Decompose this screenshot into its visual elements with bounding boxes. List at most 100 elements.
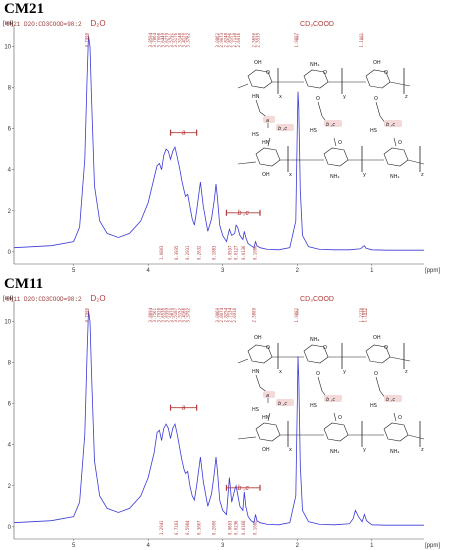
peak-value: 3.6538	[161, 307, 166, 322]
hydroxyl-label: OH	[373, 60, 381, 66]
integral-value: 0.3935	[174, 245, 179, 260]
x-tick-label: 1	[370, 543, 374, 549]
amide-nh-label: HN	[262, 415, 270, 421]
bracket-a: a	[169, 129, 198, 137]
y-tick-label: 10	[4, 44, 11, 50]
acid-label: CD₃COOD	[300, 296, 334, 303]
integral-value: 0.0127	[234, 245, 239, 260]
hydroxyl-label: OH	[254, 60, 262, 66]
repeat-y: y	[343, 369, 346, 375]
peak-value: 3.7561	[152, 307, 157, 322]
y-tick-label: 0	[8, 525, 12, 531]
integral-value: 0.1086	[252, 245, 257, 260]
side-chain-bond	[333, 137, 337, 147]
label-bc: b ,c	[326, 397, 335, 403]
peak-value: 3.5152	[177, 307, 182, 322]
x-tick-label: 4	[147, 543, 151, 549]
peak-value: 2.6916	[232, 307, 237, 322]
peak-value: 3.5187	[173, 307, 178, 322]
y-tick-label: 4	[8, 168, 12, 174]
repeat-x: x	[279, 369, 282, 375]
x-tick-label: 3	[221, 268, 225, 274]
glucosamine-ring	[383, 147, 409, 167]
integral-value: 0.0603	[228, 520, 233, 535]
integral-value: 0.7163	[174, 520, 179, 535]
solvent-label: D₂O	[91, 294, 106, 303]
thiol-label: HS	[370, 128, 377, 134]
hydroxyl-label: OH	[262, 447, 270, 453]
ester-o-label: O	[316, 96, 320, 102]
thiol-label: HS	[310, 403, 317, 409]
peak-value: 1.1072	[363, 307, 368, 322]
y-tick-label: 6	[8, 402, 12, 408]
thiol-label: HS	[370, 403, 377, 409]
peak-value: 2.8254	[223, 307, 228, 322]
y-tick-label: 8	[8, 86, 12, 92]
amide-nh-label: HN	[252, 369, 260, 375]
glucosamine-ring	[383, 422, 409, 442]
oxygen-label: O	[323, 70, 327, 76]
ester-o-label: O	[398, 140, 402, 146]
spectrum-header: CM11 D2O:CD3COOD=98:2	[6, 296, 82, 303]
highlight-bc	[276, 124, 294, 131]
spectrum-line	[13, 311, 424, 526]
glucosamine-ring	[255, 422, 281, 442]
integral-value: 1.0803	[159, 245, 164, 260]
bracket-label: a	[182, 405, 186, 412]
peak-value: 2.8074	[219, 307, 224, 322]
ester-o-label: O	[374, 371, 378, 377]
nmr-spectrum-svg: 0 2 4 6 8 10 [rel] 5 4 3 2 1 [ppm] 4.7990 1.9882 3.8894…	[3, 294, 440, 549]
amine-label: NH₂	[330, 449, 340, 455]
highlight-a	[263, 116, 275, 123]
chain-bond	[389, 356, 411, 362]
x-unit-label: [ppm]	[425, 543, 440, 549]
side-chain-bond	[375, 376, 381, 392]
oxygen-label: O	[384, 70, 388, 76]
peak-value: 2.5650	[252, 32, 257, 47]
amine-label: NH₂	[390, 174, 400, 180]
x-tick-label: 2	[296, 543, 300, 549]
oxygen-label: O	[266, 345, 270, 351]
repeat-z: z	[405, 369, 408, 375]
peak-value: 3.8894	[148, 307, 153, 322]
peak-label: 1.9882	[294, 307, 299, 322]
integral-value: 0.1883	[211, 245, 216, 260]
label-a: a	[266, 118, 269, 124]
ester-o-label: O	[398, 415, 402, 421]
peak-value: 3.5176	[173, 32, 178, 47]
peak-value: 4.7990	[85, 32, 90, 47]
sample-label: CM21	[4, 1, 44, 17]
x-unit-label: [ppm]	[425, 268, 440, 274]
integral-value: 0.0168	[241, 520, 246, 535]
highlight-bc	[384, 120, 402, 127]
spectrum-line	[13, 36, 424, 251]
side-chain-bond	[393, 137, 397, 147]
peak-value: 3.5148	[177, 32, 182, 47]
thiol-label: HS	[252, 132, 259, 138]
integral-value: 0.0136	[241, 245, 246, 260]
peak-value: 2.8106	[228, 32, 233, 47]
peak-value: 2.6916	[236, 32, 241, 47]
x-tick-label: 1	[370, 268, 374, 274]
amide-nh-label: HN	[262, 140, 270, 146]
highlight-bc	[324, 395, 342, 402]
peak-value: 3.8594	[148, 32, 153, 47]
peak-value: 2.9073	[219, 32, 224, 47]
sample-label: CM11	[4, 276, 44, 292]
y-tick-label: 6	[8, 127, 12, 133]
chain-bond	[407, 434, 425, 440]
peak-value: 3.4120	[182, 32, 187, 47]
y-unit-label: [rel]	[3, 21, 13, 27]
integral-value: 0.2931	[185, 245, 190, 260]
y-tick-label: 0	[8, 250, 12, 256]
bracket-label: b ,c	[238, 485, 250, 492]
y-tick-label: 2	[8, 484, 12, 490]
y-unit-label: [rel]	[3, 296, 13, 302]
bracket-bc: b ,c	[225, 209, 261, 217]
glucosamine-ring	[323, 422, 349, 442]
bracket-bc: b ,c	[225, 485, 261, 492]
x-tick-label: 5	[72, 543, 76, 549]
amine-label: NH₂	[390, 449, 400, 455]
side-chain-bond	[317, 376, 323, 392]
